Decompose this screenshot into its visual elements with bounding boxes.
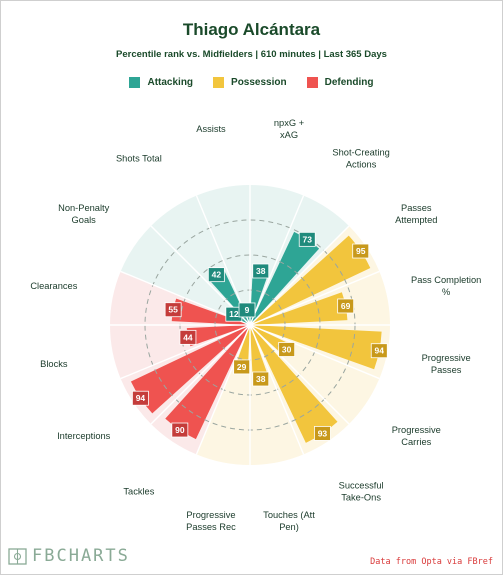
value-box-pass-completion (337, 298, 355, 314)
category-label-passes-attempted: Passes Attempted (395, 203, 437, 225)
spoke (249, 225, 350, 326)
legend-swatch-defending (306, 77, 318, 88)
bar-tackles[interactable] (165, 327, 249, 440)
legend-label-possession: Possession (231, 77, 287, 88)
spoke (249, 324, 350, 425)
legend-label-attacking: Attacking (147, 77, 194, 88)
category-label-pass-completion: Pass Completion% (411, 275, 481, 297)
category-label-clearances: Clearances (30, 281, 77, 291)
sector-bg-clearances (110, 271, 250, 325)
sector-bg-assists (196, 185, 250, 325)
bar-pass-completion[interactable] (252, 292, 348, 325)
value-label-shot-creating-actions: 73 (302, 234, 312, 244)
value-box-touches-att-pen (252, 371, 270, 387)
data-source: Data from Opta via FBref (370, 557, 493, 567)
legend-label-defending: Defending (324, 77, 374, 88)
value-label-tackles: 90 (175, 425, 185, 435)
value-label-pass-completion: 69 (341, 301, 351, 311)
legend-item-defending[interactable]: Defending (306, 77, 374, 88)
value-box-tackles (171, 422, 189, 438)
legend-swatch-attacking (129, 77, 141, 88)
category-label-shot-creating-actions: Shot-Creating Actions (332, 148, 389, 170)
category-labels: npxG + xAG Shot-Creating Actions Passes Attem… (30, 118, 481, 532)
legend-swatch-possession (213, 77, 225, 88)
value-label-assists: 9 (245, 305, 250, 315)
bar-passes-attempted[interactable] (252, 235, 371, 324)
spoke (150, 324, 251, 425)
value-label-progressive-carries: 30 (282, 345, 292, 355)
grid (110, 185, 390, 465)
value-box-progressive-passes (370, 343, 388, 359)
bar-progressive-passes-rec[interactable] (235, 327, 250, 368)
value-label-passes-attempted: 95 (356, 246, 366, 256)
spoke (249, 195, 305, 326)
value-label-successful-take-ons: 93 (318, 428, 328, 438)
category-label-successful-take-ons: Successful Take-Ons (339, 480, 384, 502)
bars (130, 231, 382, 443)
value-box-clearances (164, 302, 182, 318)
bar-successful-take-ons[interactable] (251, 327, 338, 443)
value-box-successful-take-ons (314, 426, 331, 441)
spoke (120, 324, 251, 380)
category-label-progressive-passes-rec: Progressive Passes Rec (186, 510, 236, 532)
value-box-shots-total (207, 267, 225, 283)
spoke (249, 324, 380, 380)
spoke (249, 270, 380, 326)
category-label-blocks: Blocks (40, 359, 68, 369)
legend-item-attacking[interactable]: Attacking (129, 77, 193, 88)
sector-bg-blocks (110, 325, 250, 379)
sector-bg-npxg-xag (250, 185, 304, 325)
bar-touches-att-pen[interactable] (250, 327, 269, 380)
value-box-blocks (179, 329, 197, 345)
bar-blocks[interactable] (186, 325, 248, 347)
category-label-interceptions: Interceptions (57, 431, 111, 441)
bar-progressive-passes[interactable] (252, 325, 382, 370)
value-box-progressive-passes-rec (233, 359, 251, 375)
bar-interceptions[interactable] (130, 326, 248, 414)
value-box-interceptions (132, 390, 149, 406)
category-label-progressive-passes: Progressive Passes (422, 353, 471, 375)
value-box-shot-creating-actions (298, 231, 316, 247)
legend: Attacking Possession Defending (0, 77, 503, 88)
sector-bg-pass-completion (250, 271, 390, 325)
value-label-progressive-passes-rec: 29 (237, 362, 247, 372)
spoke (195, 324, 251, 455)
bar-shot-creating-actions[interactable] (251, 231, 320, 323)
value-label-clearances: 55 (168, 305, 178, 315)
chart-subtitle: Percentile rank vs. Midfielders | 610 mi… (116, 49, 387, 60)
sector-bg-touches-att-pen (250, 325, 304, 465)
category-label-non-penalty-goals: Non-Penalty Goals (58, 203, 110, 225)
value-box-passes-attempted (352, 243, 370, 259)
category-label-progressive-carries: Progressive Carries (392, 425, 441, 447)
spoke (249, 324, 305, 455)
category-label-assists: Assists (196, 124, 226, 134)
legend-item-possession[interactable]: Possession (213, 77, 287, 88)
category-label-tackles: Tackles (123, 486, 154, 496)
value-label-shots-total: 42 (212, 270, 222, 280)
sector-bg-non-penalty-goals (120, 226, 251, 325)
value-box-assists (238, 302, 256, 318)
value-label-blocks: 44 (183, 332, 193, 342)
brand-logo: FBCHARTS (8, 546, 130, 566)
value-labels: 38 73 95 69 94 30 93 38 29 90 94 44 55 12 42 9 (132, 231, 388, 441)
value-label-npxg-xag: 38 (256, 266, 266, 276)
chart-title: Thiago Alcántara (182, 20, 321, 39)
value-label-progressive-passes: 94 (375, 346, 385, 356)
value-box-npxg-xag (252, 263, 270, 279)
category-label-shots-total: Shots Total (116, 154, 162, 164)
pitch-icon (8, 547, 27, 565)
value-box-progressive-carries (278, 342, 296, 357)
brand-text: FBCHARTS (32, 546, 130, 566)
category-label-npxg-xag: npxG + xAG (274, 118, 304, 140)
value-label-interceptions: 94 (136, 393, 146, 403)
value-label-touches-att-pen: 38 (256, 374, 266, 384)
category-label-touches-att-pen: Touches (Att Pen) (263, 510, 315, 532)
value-label-non-penalty-goals: 12 (229, 309, 239, 319)
